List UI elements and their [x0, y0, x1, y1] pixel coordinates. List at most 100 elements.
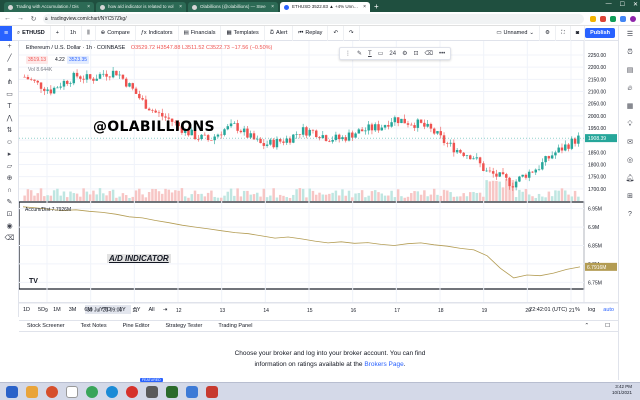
- reload-icon[interactable]: ↻: [30, 15, 37, 23]
- lock-icon[interactable]: ⊡: [6, 211, 13, 218]
- notifications-icon[interactable]: 🔔︎: [625, 175, 635, 182]
- close-tab-icon[interactable]: ×: [363, 4, 366, 10]
- tab-strategy-tester[interactable]: Strategy Tester: [165, 323, 203, 329]
- browser-tab[interactable]: how a/d indicator is related to vol ×: [96, 2, 186, 12]
- pattern-icon[interactable]: ⋀: [6, 115, 13, 122]
- replay-button[interactable]: ⏮︎ Replay: [293, 25, 329, 41]
- extension-icon[interactable]: [590, 15, 596, 22]
- collapse-panel-icon[interactable]: ⌃: [584, 323, 590, 329]
- close-window-icon[interactable]: ✕: [632, 2, 638, 8]
- auto-toggle[interactable]: auto: [603, 306, 614, 313]
- trash-icon[interactable]: ⌫: [424, 51, 433, 57]
- range-button[interactable]: 5Y: [133, 306, 141, 313]
- chrome-icon[interactable]: [86, 385, 98, 398]
- layout-select-button[interactable]: ▭ Unnamed ⌄: [491, 25, 540, 41]
- percent-toggle[interactable]: %: [575, 306, 580, 313]
- indicators-button[interactable]: ƒx Indicators: [136, 25, 179, 41]
- browser-tab[interactable]: Olabillions (@olabillions) — Stee ×: [188, 2, 278, 12]
- range-button[interactable]: All: [148, 306, 155, 313]
- maximize-icon[interactable]: ☐: [619, 2, 625, 8]
- tab-text-notes[interactable]: Text Notes: [80, 323, 107, 329]
- range-button[interactable]: 6M: [84, 306, 92, 313]
- pitchfork-icon[interactable]: ⋔: [6, 79, 13, 86]
- stay-drawing-icon[interactable]: ✎: [6, 199, 13, 206]
- alert-button[interactable]: ⏰︎ Alert: [265, 25, 294, 41]
- extension-icon[interactable]: [610, 15, 616, 22]
- streams-icon[interactable]: ◎: [626, 157, 634, 164]
- drag-handle-icon[interactable]: ⋮: [345, 51, 351, 57]
- range-button[interactable]: 5D: [38, 306, 46, 313]
- browser-tab[interactable]: Trading with Accumulation / Dis ×: [4, 2, 94, 12]
- calendar-icon[interactable]: ▦: [626, 103, 634, 110]
- buy-price-button[interactable]: 3523.35: [67, 56, 90, 64]
- minimize-icon[interactable]: —: [605, 1, 612, 7]
- arrow-right-icon[interactable]: ▸: [7, 151, 12, 158]
- publish-button[interactable]: Publish: [585, 28, 615, 38]
- media-icon[interactable]: [146, 385, 158, 398]
- templates-button[interactable]: ▦ Templates: [221, 25, 265, 41]
- chat-icon[interactable]: ✉: [627, 139, 633, 146]
- trend-line-icon[interactable]: ╱: [7, 55, 12, 62]
- firefox-icon[interactable]: [46, 385, 58, 398]
- time-readout[interactable]: 22:42:01 (UTC): [529, 306, 568, 313]
- more-icon[interactable]: •••: [438, 50, 446, 57]
- browser-tab-active[interactable]: ETHUSD 3522.83 ▲ +4% Unnamed ×: [280, 2, 370, 12]
- trash-icon[interactable]: ⌫: [4, 235, 15, 242]
- crosshair-icon[interactable]: +: [7, 43, 12, 50]
- tab-pine-editor[interactable]: Pine Editor: [122, 323, 150, 329]
- range-button[interactable]: YTD: [99, 306, 111, 313]
- opera-icon[interactable]: [126, 385, 138, 398]
- url-field[interactable]: 🔒︎ tradingview.com/chart/NYC57Zkg/: [43, 13, 584, 24]
- app-icon[interactable]: [166, 385, 178, 398]
- prediction-icon[interactable]: ⇅: [6, 127, 13, 134]
- text-icon[interactable]: T: [368, 50, 372, 57]
- add-symbol-button[interactable]: +: [51, 25, 65, 41]
- profile-avatar[interactable]: [630, 15, 636, 22]
- menu-icon[interactable]: ≡: [0, 25, 12, 41]
- lock-icon[interactable]: ⊡: [413, 51, 419, 57]
- extension-icon[interactable]: [600, 15, 606, 22]
- range-button[interactable]: 3M: [68, 306, 77, 313]
- chart-svg[interactable]: 2250.00 2200.00 2150.00 2100.00 2050.00 2000.…: [18, 41, 618, 317]
- eye-icon[interactable]: ◉: [6, 223, 13, 230]
- watchlist-icon[interactable]: ☰: [626, 31, 634, 38]
- symbol-search-button[interactable]: ⌕ ETHUSD: [12, 25, 51, 41]
- financials-button[interactable]: ▤ Financials: [179, 25, 222, 41]
- ruler-icon[interactable]: ▱: [6, 163, 13, 170]
- tab-stock-screener[interactable]: Stock Screener: [27, 323, 65, 329]
- pencil-icon[interactable]: ✎: [357, 51, 363, 57]
- text-tool-icon[interactable]: T: [7, 103, 12, 110]
- horizontal-lines-icon[interactable]: ≡: [7, 67, 12, 74]
- range-button[interactable]: 1Y: [118, 306, 126, 313]
- app-icon[interactable]: [206, 385, 218, 398]
- word-icon[interactable]: [186, 385, 198, 398]
- zoom-in-icon[interactable]: ⊕: [6, 175, 13, 182]
- back-icon[interactable]: ←: [4, 15, 11, 22]
- tab-trading-panel[interactable]: Trading Panel: [218, 323, 253, 329]
- telegram-icon[interactable]: [106, 385, 118, 398]
- sell-price-button[interactable]: 3519.13: [26, 56, 49, 64]
- undo-button[interactable]: ↶: [328, 25, 345, 41]
- system-clock[interactable]: 3:42 PM 10/1/2021: [612, 384, 632, 396]
- color-icon[interactable]: ▭: [377, 51, 384, 57]
- tradingview-logo[interactable]: TV: [29, 278, 38, 285]
- annotation-text[interactable]: A/D INDICATOR: [107, 254, 171, 263]
- gear-icon[interactable]: ⚙: [402, 51, 408, 57]
- file-icon[interactable]: [66, 385, 78, 398]
- redo-button[interactable]: ↷: [344, 25, 360, 41]
- help-icon[interactable]: ?: [628, 211, 632, 218]
- settings-button[interactable]: ⚙: [540, 25, 556, 41]
- start-icon[interactable]: [6, 385, 18, 398]
- magnet-icon[interactable]: ∩: [6, 187, 13, 194]
- snapshot-button[interactable]: ◙: [571, 25, 586, 41]
- data-window-icon[interactable]: ▤: [626, 67, 634, 74]
- interval-button[interactable]: 1h: [65, 25, 83, 41]
- fullscreen-button[interactable]: ⛶: [556, 25, 571, 41]
- goto-date-icon[interactable]: ⇥: [162, 306, 168, 313]
- font-size[interactable]: 24: [389, 50, 397, 57]
- hotlist-icon[interactable]: 🔥︎: [627, 85, 633, 92]
- range-button[interactable]: 1D: [23, 306, 31, 313]
- rectangle-icon[interactable]: ▭: [6, 91, 13, 98]
- chart-style-button[interactable]: ⫼: [82, 25, 96, 41]
- close-tab-icon[interactable]: ×: [179, 4, 182, 10]
